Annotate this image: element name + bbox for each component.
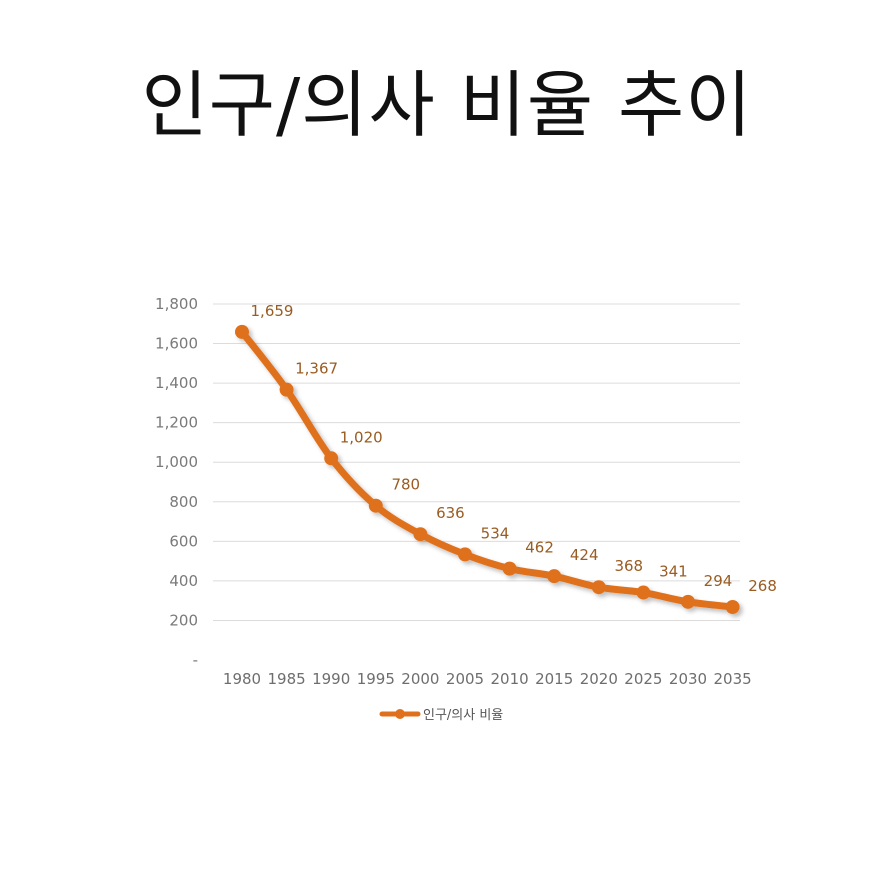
x-tick-label: 2025	[624, 670, 662, 688]
data-point	[235, 324, 249, 339]
legend-label: 인구/의사 비율	[423, 708, 503, 723]
data-point	[458, 547, 472, 562]
x-tick-label: 2030	[669, 670, 707, 688]
y-tick-label: 600	[169, 532, 198, 550]
data-point	[279, 382, 294, 397]
data-labels: 1,659 1,367 1,020 780 636 534 462 424 368 341 294 2…	[251, 302, 777, 595]
x-tick-label: 1985	[268, 670, 306, 688]
x-axis-ticks: 1980 1985 1990 1995 2000 2005 2010 2015 2020 2025…	[223, 670, 752, 688]
x-tick-label: 2005	[446, 670, 484, 688]
data-label: 368	[614, 557, 643, 575]
x-tick-label: 1990	[312, 670, 350, 688]
data-point	[636, 585, 651, 600]
x-tick-label: 1980	[223, 670, 261, 688]
y-tick-label: 800	[169, 493, 198, 511]
data-point	[681, 594, 695, 609]
data-label: 1,659	[251, 302, 294, 320]
x-tick-label: 2000	[401, 670, 439, 688]
data-point	[324, 451, 339, 466]
data-label: 341	[659, 563, 688, 581]
data-label: 268	[748, 577, 777, 595]
y-tick-label: 1,600	[155, 335, 198, 353]
y-tick-label: 1,400	[155, 374, 198, 392]
series-line	[235, 324, 740, 614]
legend: 인구/의사 비율	[379, 708, 503, 723]
data-label: 462	[525, 539, 554, 557]
y-tick-label: 400	[169, 572, 198, 590]
data-label: 424	[570, 546, 599, 564]
data-label: 534	[481, 524, 510, 542]
data-label: 780	[391, 476, 420, 494]
y-axis-ticks: - 200 400 600 800 1,000 1,200 1,400 1,600 1,800	[155, 295, 198, 669]
data-label: 1,020	[340, 428, 383, 446]
x-tick-label: 2010	[491, 670, 529, 688]
x-tick-label: 2015	[535, 670, 573, 688]
x-tick-label: 2035	[714, 670, 752, 688]
data-label: 1,367	[295, 360, 338, 378]
data-point	[547, 569, 562, 584]
y-tick-label: -	[193, 651, 198, 669]
page-title: 인구/의사 비율 추이	[141, 63, 753, 147]
x-tick-label: 1995	[357, 670, 395, 688]
x-tick-label: 2020	[580, 670, 618, 688]
data-point	[368, 498, 383, 513]
data-point	[502, 561, 517, 576]
data-point	[591, 580, 606, 595]
data-label: 294	[704, 572, 733, 590]
y-tick-label: 1,800	[155, 295, 198, 313]
data-point	[725, 599, 740, 614]
data-label: 636	[436, 504, 465, 522]
data-point	[413, 527, 428, 542]
legend-marker-icon	[395, 709, 405, 719]
y-tick-label: 1,000	[155, 453, 198, 471]
y-tick-label: 1,200	[155, 414, 198, 432]
grid-lines	[213, 303, 740, 621]
y-tick-label: 200	[169, 611, 198, 629]
